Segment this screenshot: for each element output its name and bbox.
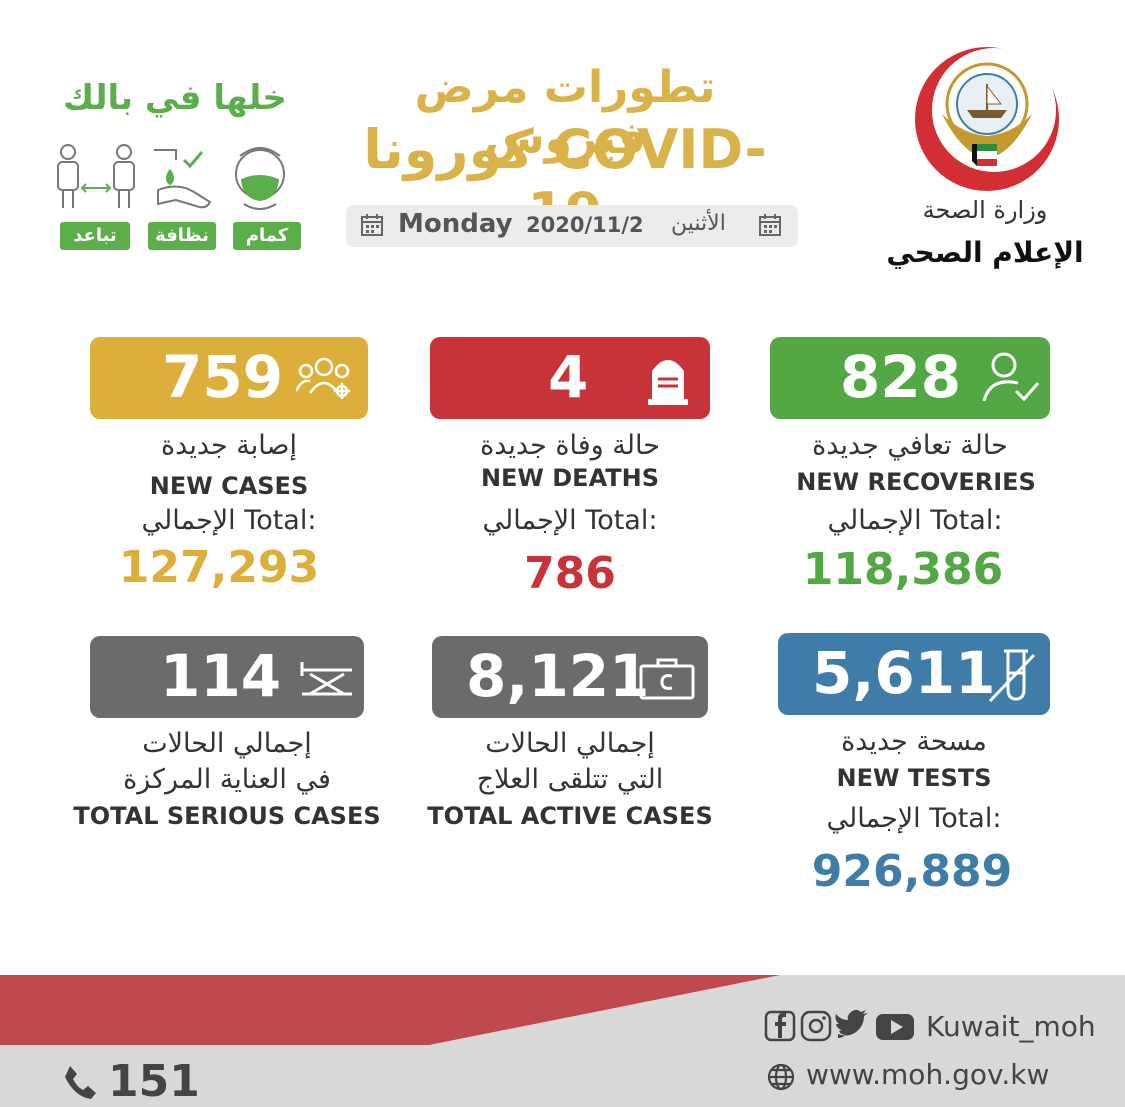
new-tests-total-label: الإجمالي Total: xyxy=(826,803,1002,834)
mask-icon xyxy=(235,147,285,210)
calendar-icon xyxy=(361,214,383,236)
new-cases-label-ar: إصابة جديدة xyxy=(161,430,297,461)
new-recoveries-value: 828 xyxy=(840,343,962,411)
new-tests-value: 5,611 xyxy=(812,639,996,707)
new-deaths-total-label: الإجمالي Total: xyxy=(482,505,658,536)
person-check-icon xyxy=(982,352,1040,402)
serious-cases-label-ar1: إجمالي الحالات xyxy=(142,728,312,759)
instagram-icon[interactable] xyxy=(800,1010,832,1042)
active-cases-label-en: TOTAL ACTIVE CASES xyxy=(427,802,713,830)
new-cases-label-en: NEW CASES xyxy=(149,472,309,500)
social-handle[interactable]: Kuwait_moh xyxy=(926,1010,1096,1043)
new-deaths-box: 4 xyxy=(430,337,710,419)
awareness-slogan: خلها في بالك xyxy=(63,78,287,118)
medical-case-icon xyxy=(639,658,695,700)
new-tests-label-en: NEW TESTS xyxy=(836,764,992,792)
new-recoveries-box: 828 xyxy=(770,337,1050,419)
phone-icon xyxy=(65,1066,96,1099)
new-cases-total: 127,293 xyxy=(118,542,320,593)
new-tests-box: 5,611 xyxy=(778,633,1050,715)
new-recoveries-total-label: الإجمالي Total: xyxy=(827,505,1003,536)
tag-distance: تباعد xyxy=(60,222,130,250)
tag-mask: كمام xyxy=(233,222,301,250)
active-cases-label-ar2: التي تتلقى العلاج xyxy=(476,764,664,795)
date-day-ar: الأثنين xyxy=(671,211,726,236)
serious-cases-value: 114 xyxy=(160,642,282,710)
new-deaths-label-en: NEW DEATHS xyxy=(480,464,660,492)
new-recoveries-label-ar: حالة تعافي جديدة xyxy=(812,430,1008,461)
ministry-name: وزارة الصحة xyxy=(922,196,1048,224)
date-day-en: Monday xyxy=(398,209,513,239)
website-link[interactable]: www.moh.gov.kw xyxy=(806,1058,1050,1091)
serious-cases-box: 114 xyxy=(90,636,364,718)
serious-cases-label-ar2: في العناية المركزة xyxy=(123,764,331,795)
people-virus-icon xyxy=(296,357,350,399)
youtube-icon[interactable] xyxy=(876,1014,914,1040)
social-icons xyxy=(764,1009,914,1042)
distance-icon xyxy=(57,144,135,208)
new-cases-box: 759 xyxy=(90,337,368,419)
ministry-emblem xyxy=(915,47,1059,191)
date-value: 2020/11/2 xyxy=(526,213,644,237)
active-cases-label-ar1: إجمالي الحالات xyxy=(485,728,655,759)
new-tests-label-ar: مسحة جديدة xyxy=(841,726,987,757)
new-deaths-value: 4 xyxy=(548,343,589,411)
tag-hygiene: نظافة xyxy=(148,222,216,250)
new-cases-value: 759 xyxy=(162,343,284,411)
test-tube-icon xyxy=(988,649,1036,703)
title-line1: تطورات مرض فيروس xyxy=(414,62,716,164)
awareness-icons xyxy=(57,144,285,210)
serious-cases-label-en: TOTAL SERIOUS CASES xyxy=(73,802,381,830)
globe-icon xyxy=(767,1063,795,1091)
new-tests-total: 926,889 xyxy=(811,846,1013,897)
facebook-icon[interactable] xyxy=(764,1010,796,1042)
date-bar: Monday 2020/11/2 الأثنين xyxy=(346,205,798,247)
ministry-department: الإعلام الصحي xyxy=(886,236,1084,269)
active-cases-value: 8,121 xyxy=(466,642,650,710)
new-recoveries-total: 118,386 xyxy=(802,544,1004,595)
new-recoveries-label-en: NEW RECOVERIES xyxy=(796,468,1036,496)
calendar-icon xyxy=(759,214,781,236)
new-deaths-label-ar: حالة وفاة جديدة xyxy=(480,430,660,461)
tombstone-icon xyxy=(648,360,688,405)
hygiene-icon xyxy=(154,149,212,209)
stretcher-icon xyxy=(300,662,352,696)
new-cases-total-label: الإجمالي Total: xyxy=(141,505,317,536)
hotline-number[interactable]: 151 xyxy=(108,1056,200,1107)
new-deaths-total: 786 xyxy=(524,548,616,599)
active-cases-box: 8,121 xyxy=(432,636,708,718)
twitter-icon[interactable] xyxy=(835,1009,868,1038)
